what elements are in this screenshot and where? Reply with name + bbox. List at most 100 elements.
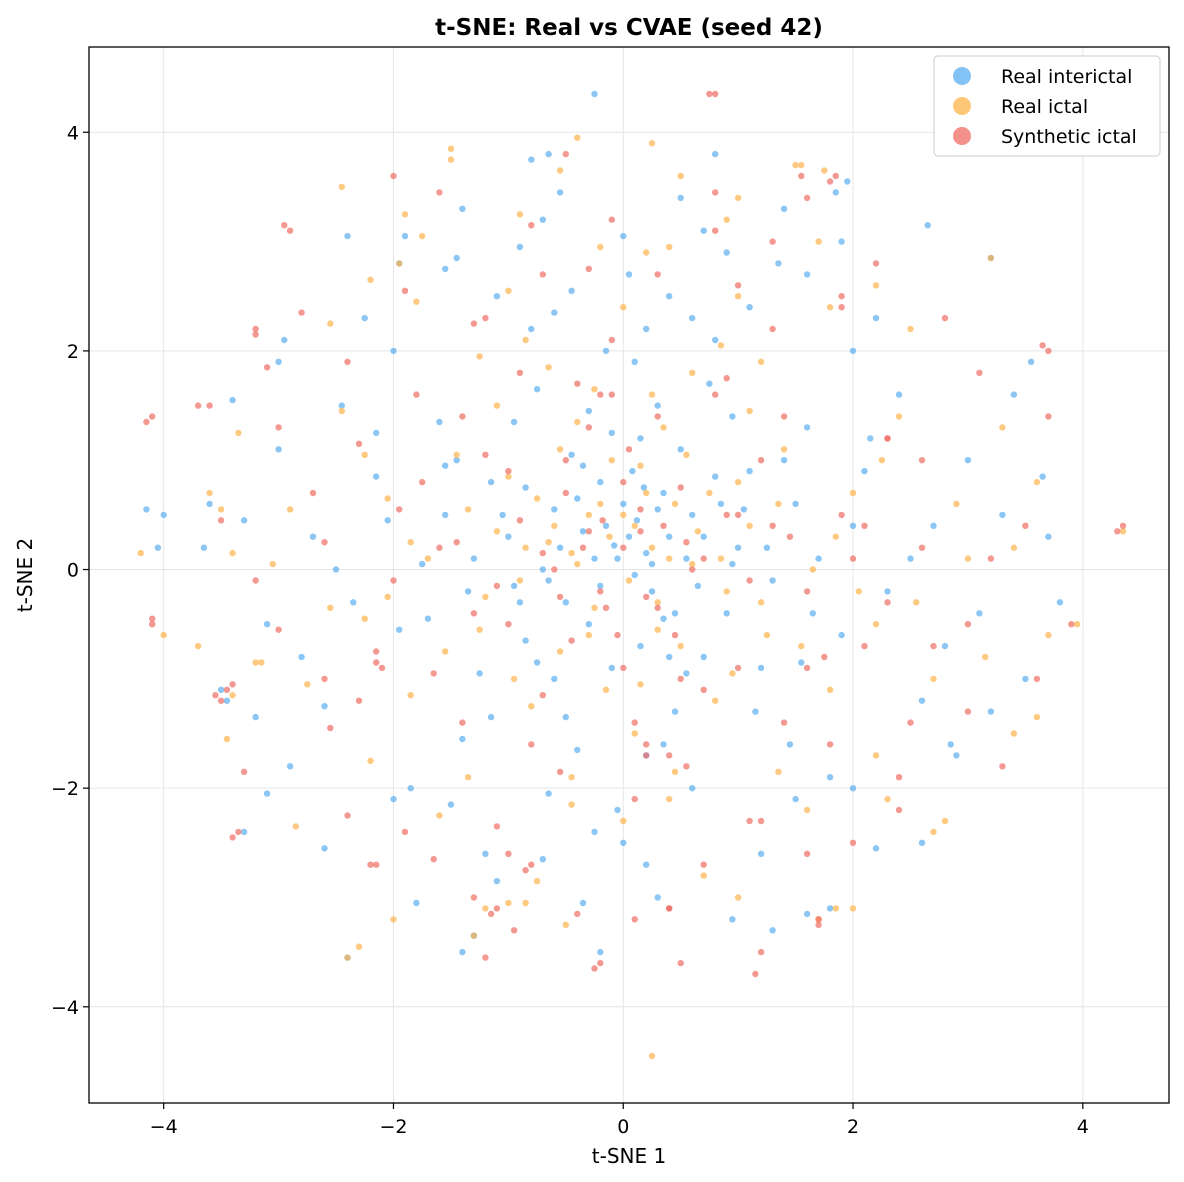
- scatter-point: [568, 774, 575, 781]
- scatter-point: [677, 194, 684, 202]
- scatter-point: [453, 254, 460, 262]
- scatter-point: [154, 544, 162, 551]
- scatter-point: [493, 528, 501, 535]
- scatter-point: [493, 823, 501, 830]
- scatter-point: [194, 642, 202, 650]
- scatter-point: [212, 692, 219, 699]
- scatter-point: [459, 948, 466, 956]
- scatter-point: [832, 905, 839, 912]
- legend-label: Real interictal: [1001, 66, 1132, 88]
- scatter-point: [562, 921, 569, 928]
- scatter-point: [327, 724, 334, 732]
- scatter-point: [694, 582, 702, 590]
- scatter-point: [786, 533, 794, 540]
- scatter-point: [763, 544, 771, 551]
- scatter-point: [482, 905, 489, 912]
- scatter-point: [602, 604, 610, 611]
- scatter-point: [689, 560, 696, 568]
- scatter-point: [640, 484, 648, 491]
- scatter-point: [367, 276, 374, 283]
- scatter-point: [752, 970, 759, 978]
- scatter-point: [407, 785, 414, 792]
- scatter-point: [510, 418, 518, 426]
- y-axis-label: t-SNE 2: [13, 538, 37, 612]
- scatter-point: [505, 850, 512, 857]
- scatter-point: [240, 828, 248, 836]
- scatter-point: [930, 642, 937, 650]
- scatter-point: [660, 522, 667, 529]
- scatter-point: [597, 588, 604, 595]
- scatter-point: [706, 90, 713, 98]
- scatter-point: [838, 293, 845, 300]
- scatter-point: [367, 757, 374, 764]
- scatter-point: [597, 959, 604, 967]
- y-tick-label: −2: [51, 778, 79, 800]
- scatter-point: [528, 741, 535, 748]
- scatter-point: [453, 539, 460, 546]
- scatter-point: [533, 386, 541, 393]
- scatter-point: [1056, 599, 1064, 606]
- scatter-point: [539, 692, 546, 699]
- scatter-point: [867, 435, 874, 442]
- y-tick-label: 4: [67, 122, 79, 144]
- scatter-point: [143, 506, 150, 513]
- scatter-point: [487, 478, 495, 486]
- scatter-point: [528, 703, 535, 710]
- scatter-point: [229, 549, 236, 557]
- scatter-point: [539, 856, 546, 863]
- scatter-point: [643, 249, 650, 256]
- scatter-point: [757, 948, 765, 956]
- scatter-point: [482, 850, 489, 857]
- scatter-point: [332, 566, 340, 573]
- scatter-point: [263, 621, 271, 628]
- scatter-point: [826, 304, 834, 311]
- scatter-point: [143, 418, 150, 426]
- scatter-point: [798, 642, 805, 650]
- scatter-point: [913, 599, 920, 606]
- scatter-point: [700, 686, 707, 693]
- scatter-point: [769, 927, 776, 934]
- scatter-point: [533, 495, 541, 502]
- scatter-point: [964, 457, 972, 464]
- x-tick-label: 2: [847, 1116, 859, 1138]
- scatter-point: [516, 369, 524, 376]
- scatter-point: [522, 484, 529, 491]
- scatter-point: [373, 659, 380, 666]
- scatter-point: [666, 752, 673, 759]
- scatter-point: [309, 533, 317, 540]
- scatter-point: [614, 631, 621, 639]
- scatter-point: [235, 429, 242, 437]
- scatter-point: [780, 413, 788, 420]
- scatter-point: [510, 927, 518, 934]
- scatter-point: [321, 675, 328, 683]
- scatter-point: [585, 265, 592, 273]
- scatter-point: [355, 440, 363, 447]
- scatter-point: [493, 402, 501, 409]
- scatter-point: [292, 823, 299, 830]
- scatter-point: [734, 194, 742, 202]
- scatter-point: [493, 293, 501, 300]
- scatter-point: [620, 478, 627, 486]
- scatter-point: [591, 828, 598, 836]
- scatter-point: [683, 763, 690, 770]
- scatter-point: [792, 161, 799, 169]
- scatter-point: [700, 653, 707, 661]
- scatter-point: [872, 314, 880, 322]
- scatter-point: [625, 271, 633, 278]
- scatter-point: [482, 593, 489, 601]
- scatter-point: [941, 314, 949, 322]
- scatter-point: [689, 511, 696, 519]
- scatter-point: [551, 566, 558, 573]
- scatter-point: [602, 522, 610, 529]
- scatter-point: [643, 861, 650, 868]
- scatter-point: [137, 549, 144, 557]
- scatter-point: [907, 719, 914, 726]
- scatter-point: [838, 238, 845, 245]
- scatter-point: [683, 670, 690, 677]
- scatter-point: [666, 293, 673, 300]
- scatter-point: [648, 544, 656, 551]
- scatter-point: [712, 473, 719, 480]
- scatter-point: [729, 413, 736, 420]
- scatter-point: [643, 752, 650, 759]
